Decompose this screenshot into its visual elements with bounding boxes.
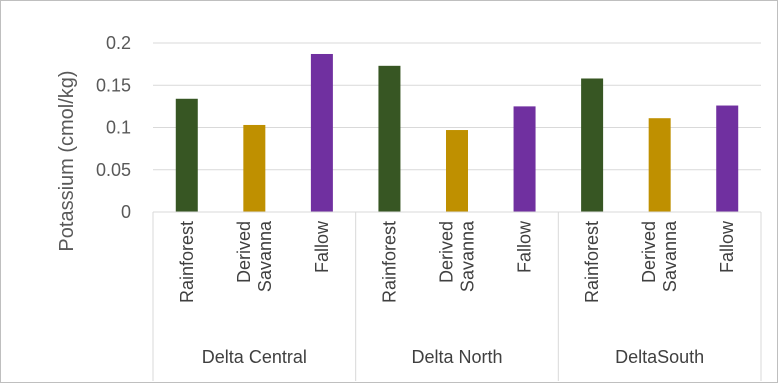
- category-label: Fallow: [717, 220, 737, 273]
- category-label: Rainforest: [379, 221, 399, 303]
- bars: [175, 53, 739, 213]
- category-label: Fallow: [312, 220, 332, 273]
- y-axis-label: Potassium (cmol/kg): [56, 70, 78, 251]
- category-label: Rainforest: [177, 221, 197, 303]
- y-tick-label: 0.05: [96, 160, 131, 180]
- bar-2-1: [648, 118, 671, 212]
- group-labels: Delta Central Delta North DeltaSouth: [202, 347, 704, 367]
- y-tick-label: 0.2: [106, 33, 131, 53]
- group-label: Delta North: [411, 347, 502, 367]
- category-label: DerivedSavanna: [639, 220, 680, 292]
- category-label: Rainforest: [582, 221, 602, 303]
- group-label: DeltaSouth: [615, 347, 704, 367]
- bar-0-0: [175, 98, 198, 212]
- category-label: DerivedSavanna: [234, 220, 275, 292]
- bar-2-2: [716, 105, 739, 212]
- bar-0-2: [310, 53, 333, 212]
- bar-1-0: [378, 65, 401, 212]
- category-labels: Rainforest DerivedSavanna Fallow Rainforest…: [177, 220, 737, 303]
- x-axis-lines: [152, 211, 762, 381]
- bar-2-0: [581, 78, 604, 213]
- bar-1-1: [446, 130, 468, 212]
- category-label: Fallow: [515, 220, 535, 273]
- y-axis-ticks: 0 0.05 0.1 0.15 0.2: [96, 33, 131, 222]
- bar-0-1: [243, 124, 266, 212]
- y-tick-label: 0.1: [106, 118, 131, 138]
- category-label: DerivedSavanna: [437, 220, 478, 292]
- group-label: Delta Central: [202, 347, 307, 367]
- y-tick-label: 0.15: [96, 75, 131, 95]
- y-tick-label: 0: [121, 202, 131, 222]
- bar-1-2: [513, 106, 536, 212]
